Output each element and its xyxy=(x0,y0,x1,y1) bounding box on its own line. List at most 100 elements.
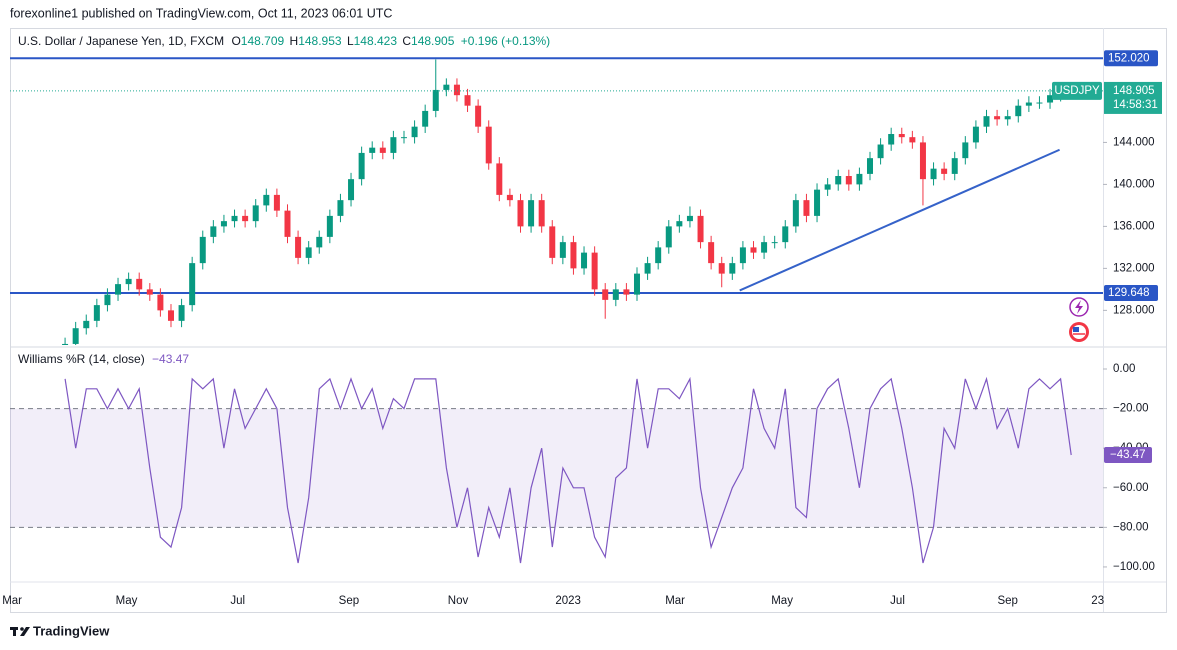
change: +0.196 (+0.13%) xyxy=(461,34,550,48)
candle-body xyxy=(792,200,799,227)
candle-body xyxy=(1004,116,1011,120)
candle-body xyxy=(856,173,863,185)
candle-body xyxy=(814,189,821,216)
candle-body xyxy=(443,84,450,90)
candle-body xyxy=(581,252,588,269)
x-tick-label: Sep xyxy=(339,595,359,607)
candle-body xyxy=(157,294,164,311)
candle-body xyxy=(676,221,683,227)
candle-body xyxy=(210,226,217,237)
candle-body xyxy=(199,236,206,264)
candle-body xyxy=(390,137,397,153)
candle-body xyxy=(475,105,482,127)
y-tick-label: 128.000 xyxy=(1113,304,1155,316)
candle-body xyxy=(888,134,895,145)
candle-body xyxy=(125,278,132,285)
ohlc-value: 148.709 xyxy=(241,34,285,48)
candle-body xyxy=(559,242,566,258)
candle-body xyxy=(189,263,196,306)
x-tick-label: 2023 xyxy=(555,595,581,607)
candle-body xyxy=(612,289,619,300)
candle-body xyxy=(845,176,852,185)
candle-body xyxy=(750,247,757,253)
y-tick-label: 132.000 xyxy=(1113,262,1155,274)
candle-body xyxy=(803,200,810,216)
symbol-tag-label: USDJPY xyxy=(1054,85,1100,97)
candle-body xyxy=(432,89,439,111)
footer-brand: TradingView xyxy=(33,623,110,638)
candle-body xyxy=(665,226,672,248)
y-tick-label: 136.000 xyxy=(1113,220,1155,232)
y-tick-label: −80.00 xyxy=(1113,521,1149,533)
candle-body xyxy=(739,247,746,264)
candle-body xyxy=(570,242,577,269)
candle-body xyxy=(220,221,227,227)
indicator-legend: Williams %R (14, close) −43.47 xyxy=(18,352,189,366)
candle-body xyxy=(824,184,831,190)
candle-body xyxy=(464,95,471,106)
candle-body xyxy=(506,194,513,201)
candle-body xyxy=(708,242,715,264)
level-tag xyxy=(1104,285,1158,302)
x-tick-label: Sep xyxy=(997,595,1017,607)
candle-body xyxy=(348,179,355,201)
candle-body xyxy=(591,252,598,290)
candle-body xyxy=(136,278,143,290)
candle-body xyxy=(316,236,323,248)
candle-body xyxy=(866,158,873,174)
candle-body xyxy=(962,142,969,159)
chart-frame xyxy=(10,28,1167,613)
price-tag-label: 148.905 xyxy=(1113,85,1155,97)
band-fill xyxy=(10,408,1103,528)
y-tick-label: 140.000 xyxy=(1113,178,1155,190)
symbol-title: U.S. Dollar / Japanese Yen, 1D, FXCM xyxy=(18,34,224,48)
alert-icon xyxy=(1069,297,1089,317)
candle-body xyxy=(941,168,948,174)
candle-body xyxy=(379,147,386,153)
candle-body xyxy=(877,144,884,159)
y-tick-label: −60.00 xyxy=(1113,482,1149,494)
candle-body xyxy=(517,200,524,227)
candle-body xyxy=(273,194,280,211)
candle-body xyxy=(400,137,407,139)
candle-body xyxy=(496,163,503,195)
candle-body xyxy=(231,215,238,222)
symbol-tag xyxy=(1052,81,1102,100)
price-pane xyxy=(10,57,1103,345)
candle-body xyxy=(146,289,153,295)
indicator-title: Williams %R (14, close) xyxy=(18,352,145,366)
ohlc-key: O xyxy=(231,34,240,48)
candle-body xyxy=(485,126,492,164)
candle-body xyxy=(697,215,704,243)
candle-body xyxy=(538,200,545,227)
candle-body xyxy=(633,273,640,295)
candle-body xyxy=(655,247,662,264)
candle-body xyxy=(1047,95,1054,103)
indicator-tag-label: −43.47 xyxy=(1110,449,1146,461)
candle-body xyxy=(72,328,79,344)
ohlc-value: 148.423 xyxy=(354,34,398,48)
x-tick-label: Mar xyxy=(665,595,685,607)
y-tick-label: −100.00 xyxy=(1113,561,1155,573)
ohlc-key: C xyxy=(402,34,411,48)
x-tick-label: Jul xyxy=(890,595,905,607)
indicator-pane xyxy=(10,376,1103,564)
candle-body xyxy=(178,305,185,321)
candle-body xyxy=(358,152,365,180)
candle-body xyxy=(305,247,312,258)
candle-body xyxy=(167,310,174,321)
candle-body xyxy=(549,226,556,258)
y-tick-label: 0.00 xyxy=(1113,363,1135,375)
candle-body xyxy=(252,205,259,222)
candle-body xyxy=(994,116,1001,120)
candle-body xyxy=(972,126,979,143)
candle-body xyxy=(782,226,789,243)
candle-body xyxy=(295,236,302,258)
flag-icon xyxy=(1069,322,1089,342)
x-tick-label: May xyxy=(771,595,793,607)
level-tag-label: 129.648 xyxy=(1108,287,1150,299)
x-tick-label: Mar xyxy=(2,595,22,607)
candle-body xyxy=(411,126,418,138)
